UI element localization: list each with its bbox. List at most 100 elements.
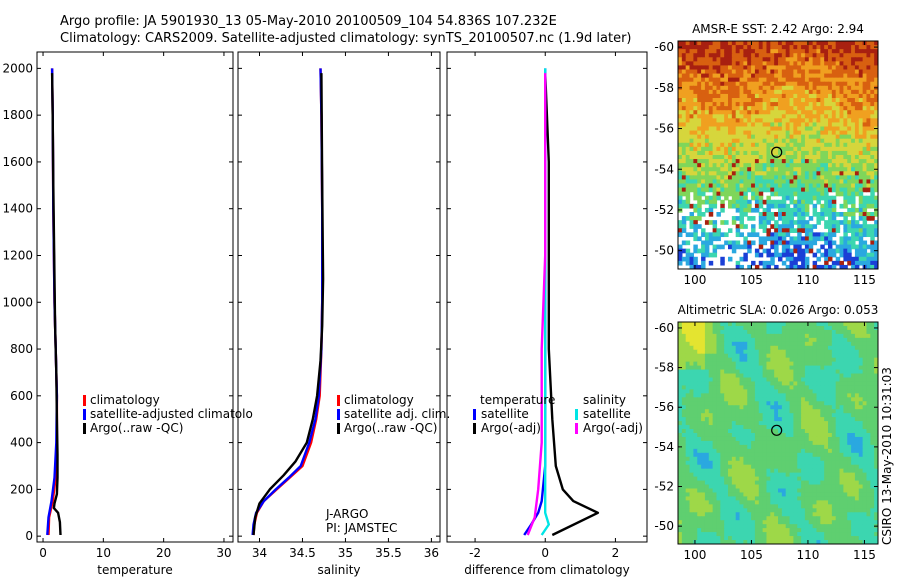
sla-cell (843, 452, 848, 458)
sst-cell (728, 110, 733, 115)
sst-cell (681, 240, 687, 246)
sst-cell (758, 65, 764, 71)
sst-cell (681, 106, 687, 111)
sst-cell (766, 167, 771, 172)
sst-cell (724, 183, 729, 189)
sst-cell (774, 89, 779, 95)
sla-cell (701, 373, 706, 379)
sst-cell (689, 159, 694, 164)
sst-cell (781, 110, 787, 115)
sst-cell (716, 236, 721, 242)
sla-cell (693, 405, 698, 410)
sst-cell (751, 126, 756, 132)
sla-cell (839, 341, 844, 347)
sst-cell (820, 232, 825, 238)
sst-cell (839, 98, 844, 103)
sst-cell (708, 61, 714, 67)
sst-cell (847, 155, 852, 160)
sla-cell (766, 361, 771, 367)
sst-cell (831, 98, 837, 103)
sst-cell (793, 57, 798, 62)
sst-cell (701, 228, 706, 233)
sla-cell (835, 322, 841, 327)
sla-cell (793, 329, 798, 335)
sst-cell (854, 134, 860, 140)
sla-cell (789, 361, 794, 367)
sst-cell (685, 240, 691, 246)
sst-cell (689, 98, 694, 103)
sst-cell (820, 77, 825, 83)
sla-cell (797, 436, 802, 442)
sla-cell (808, 409, 814, 414)
sla-cell (839, 401, 844, 406)
sst-cell (847, 85, 852, 91)
sst-cell (766, 220, 771, 225)
sla-cell (793, 429, 798, 434)
sla-cell (789, 393, 794, 398)
sst-cell (758, 69, 764, 75)
sla-cell (766, 409, 771, 414)
sst-cell (739, 183, 744, 189)
sla-cell (793, 476, 798, 482)
sst-cell (789, 93, 794, 99)
sst-cell (731, 65, 737, 71)
sla-cell (839, 357, 844, 363)
sst-cell (708, 41, 714, 46)
sla-cell (824, 381, 829, 387)
difference-legend-label: satellite (481, 407, 529, 421)
sst-cell (824, 130, 829, 136)
sla-cell (847, 393, 852, 398)
sla-cell (854, 369, 860, 375)
sla-cell (812, 484, 818, 490)
sla-cell (801, 341, 806, 347)
sst-cell (781, 195, 787, 201)
sst-cell (812, 81, 818, 87)
sla-cell (854, 433, 860, 438)
sst-cell (747, 89, 752, 95)
sst-cell (816, 81, 821, 87)
sst-cell (828, 134, 833, 140)
sla-cell (743, 345, 748, 351)
sst-cell (712, 98, 718, 103)
sst-cell (824, 114, 829, 119)
sst-cell (754, 69, 760, 75)
sla-cell (762, 397, 768, 402)
sla-cell (870, 369, 875, 375)
sst-cell (781, 77, 787, 83)
sla-cell (743, 389, 748, 394)
sst-cell (758, 195, 764, 201)
sla-cell (766, 401, 771, 406)
sla-cell (854, 468, 860, 474)
sst-cell (701, 212, 706, 217)
sst-cell (743, 106, 748, 111)
sst-cell (874, 220, 878, 225)
difference-legend-label: satellite (583, 407, 631, 421)
sla-cell (847, 373, 852, 379)
sla-cell (758, 397, 764, 402)
sst-cell (812, 61, 818, 67)
sla-cell (754, 413, 760, 418)
sst-cell (785, 134, 791, 140)
sla-cell (747, 417, 752, 422)
sla-cell (758, 409, 764, 414)
sla-cell (804, 413, 810, 418)
sst-cell (681, 98, 687, 103)
sst-cell (743, 187, 748, 193)
sst-cell (851, 110, 856, 115)
sst-cell (778, 41, 783, 46)
sst-cell (770, 73, 775, 79)
sst-cell (697, 110, 702, 115)
sla-cell (693, 381, 698, 387)
sst-cell (797, 41, 802, 46)
sst-cell (678, 41, 683, 46)
sst-cell (712, 61, 718, 67)
sla-cell (770, 369, 775, 375)
sst-cell (789, 155, 794, 160)
sla-cell (812, 361, 818, 367)
sst-cell (812, 85, 818, 91)
sla-cell (739, 357, 744, 363)
sla-cell (701, 433, 706, 438)
sla-cell (801, 440, 806, 446)
sst-cell (735, 49, 741, 54)
sst-cell (743, 110, 748, 115)
